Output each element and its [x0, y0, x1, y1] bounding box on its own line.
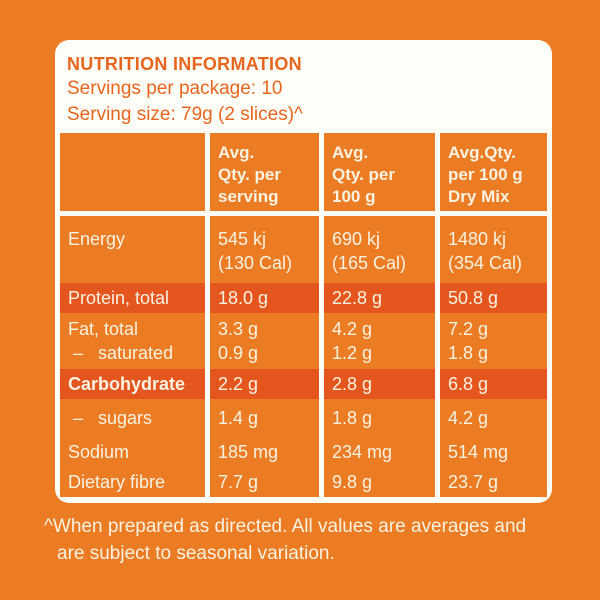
nutrition-panel-card: NUTRITION INFORMATION Servings per packa…	[55, 40, 552, 503]
sugars-row-label: – sugars	[60, 399, 205, 436]
serving-size-text: Serving size: 79g (2 slices)^	[67, 104, 303, 125]
carbohydrate-value-per-serving: 2.2 g	[210, 369, 319, 399]
dietary-fibre-value-dry-mix: 23.7 g	[440, 467, 547, 497]
panel-header: NUTRITION INFORMATION Servings per packa…	[60, 40, 547, 133]
footnote-line-1: ^When prepared as directed. All values a…	[44, 516, 527, 537]
dietary-fibre-row-label: Dietary fibre	[60, 467, 205, 497]
energy-row-label: Energy	[60, 216, 205, 283]
sodium-row-label: Sodium	[60, 436, 205, 467]
sugars-value-dry-mix: 4.2 g	[440, 399, 547, 436]
servings-per-package-text: Servings per package: 10	[67, 78, 283, 99]
panel-title: NUTRITION INFORMATION	[67, 54, 302, 74]
carbohydrate-value-dry-mix: 6.8 g	[440, 369, 547, 399]
sodium-value-dry-mix: 514 mg	[440, 436, 547, 467]
protein-row-label: Protein, total	[60, 283, 205, 313]
dietary-fibre-value-per-serving: 7.7 g	[210, 467, 319, 497]
column-header-blank	[60, 133, 205, 211]
column-header-per-100g: Avg. Qty. per 100 g	[324, 133, 435, 211]
dietary-fibre-value-per-100g: 9.8 g	[324, 467, 435, 497]
fat-row-label: Fat, total – saturated	[60, 313, 205, 369]
protein-value-dry-mix: 50.8 g	[440, 283, 547, 313]
energy-value-per-100g: 690 kj (165 Cal)	[324, 216, 435, 283]
fat-value-dry-mix: 7.2 g 1.8 g	[440, 313, 547, 369]
energy-value-per-serving: 545 kj (130 Cal)	[210, 216, 319, 283]
energy-value-dry-mix: 1480 kj (354 Cal)	[440, 216, 547, 283]
header-divider	[60, 211, 547, 216]
sugars-value-per-100g: 1.8 g	[324, 399, 435, 436]
sugars-value-per-serving: 1.4 g	[210, 399, 319, 436]
column-header-per-100g-dry-mix: Avg.Qty. per 100 g Dry Mix	[440, 133, 547, 211]
nutrition-table: Avg. Qty. per serving Avg. Qty. per 100 …	[60, 133, 547, 497]
protein-value-per-100g: 22.8 g	[324, 283, 435, 313]
sodium-value-per-100g: 234 mg	[324, 436, 435, 467]
sodium-value-per-serving: 185 mg	[210, 436, 319, 467]
fat-value-per-serving: 3.3 g 0.9 g	[210, 313, 319, 369]
fat-value-per-100g: 4.2 g 1.2 g	[324, 313, 435, 369]
footnote-line-2: are subject to seasonal variation.	[57, 543, 335, 564]
carbohydrate-value-per-100g: 2.8 g	[324, 369, 435, 399]
column-header-per-serving: Avg. Qty. per serving	[210, 133, 319, 211]
protein-value-per-serving: 18.0 g	[210, 283, 319, 313]
carbohydrate-row-label: Carbohydrate	[60, 369, 205, 399]
footnote: ^When prepared as directed. All values a…	[44, 513, 589, 567]
